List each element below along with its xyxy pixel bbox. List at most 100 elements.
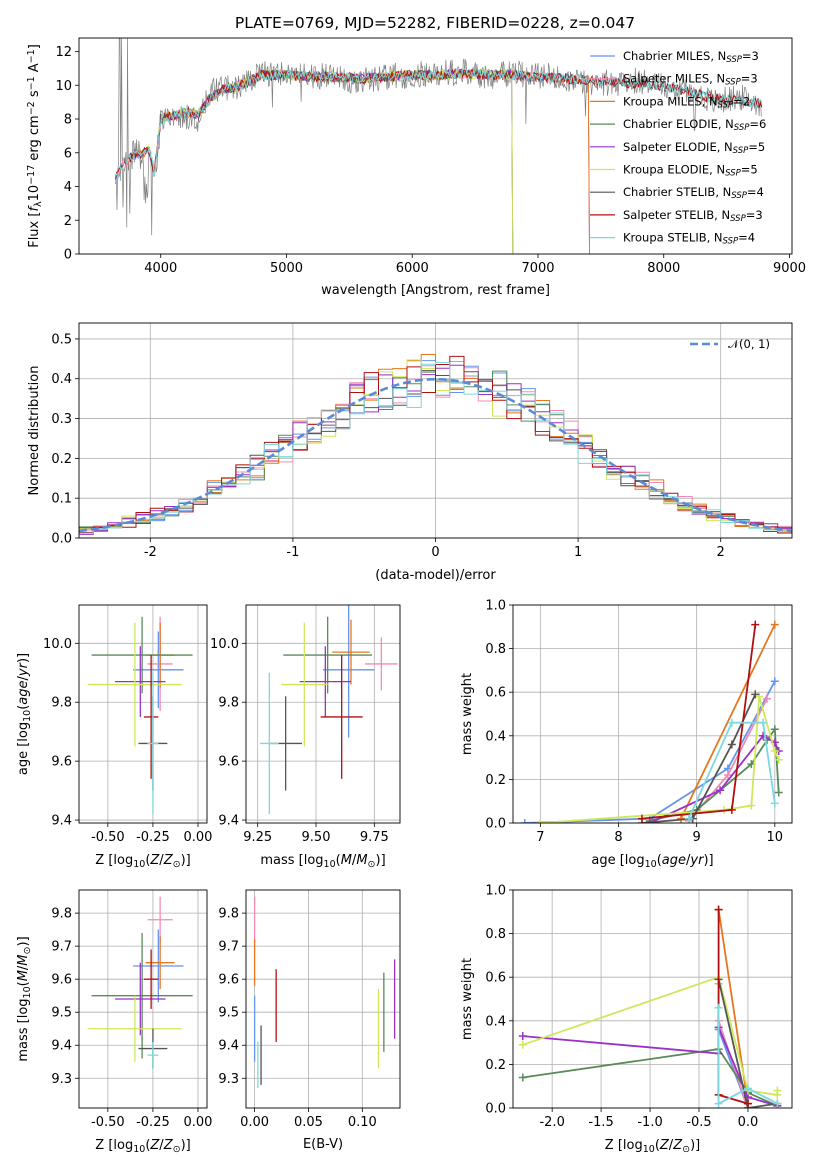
weight-marker <box>518 1073 527 1082</box>
label-part: age [log <box>591 853 644 868</box>
x-tick-label: 8000 <box>647 261 680 276</box>
x-tick-label: 0.05 <box>294 1115 323 1130</box>
legend-subscript: SSP <box>726 55 742 65</box>
legend-entry: Kroupa STELIB, NSSP=4 <box>623 231 755 247</box>
weight-marker <box>684 814 693 823</box>
y-tick-label: 1.0 <box>485 884 506 899</box>
label-part: Z <box>149 1138 160 1153</box>
y-tick-label: 9.5 <box>218 1006 239 1021</box>
y-tick-label: 8 <box>64 113 72 128</box>
y-tick-label: 6 <box>64 146 72 161</box>
panel-mass_vs_ebv: 0.00 0.05 0.10 9.3 9.4 9.5 9.6 9.7 9.8 E(B-V) <box>218 889 401 1152</box>
legend-text: Kroupa STELIB, N <box>623 231 723 245</box>
label-part: f <box>27 205 42 212</box>
label-part: ( <box>336 853 341 868</box>
x-tick-label: 7 <box>536 830 544 845</box>
weight-marker <box>759 718 768 727</box>
label-part: / <box>16 675 31 680</box>
y-tick-label: 4 <box>64 180 72 195</box>
label-part: −1 <box>26 49 37 63</box>
y-tick-label: 0.3 <box>51 412 72 427</box>
y-tick-label: 12 <box>55 45 72 60</box>
label-part: λ <box>33 201 44 207</box>
label-part: M <box>341 853 352 868</box>
label-part: ⊙ <box>173 1144 181 1155</box>
y-tick-label: 9.6 <box>218 755 239 770</box>
plot-area-mass_vs_Z <box>88 896 193 1069</box>
label-part: M <box>356 853 367 868</box>
weight-series <box>637 620 760 823</box>
y-tick-label: 9.6 <box>218 973 239 988</box>
panel-weight_vs_Z: -2.0 -1.5 -1.0 -0.5 0.0 0.0 0.2 0.4 0.6 0.8 1.0 Z [… <box>460 884 793 1155</box>
label-part: ⊙ <box>368 859 376 870</box>
errorbar-point <box>281 622 328 747</box>
y-tick-label: 0.4 <box>485 729 506 744</box>
x-tick-label: -0.25 <box>136 830 170 845</box>
legend-count: =4 <box>747 185 764 199</box>
label-part: age <box>662 853 686 868</box>
label-part: 10 <box>27 185 42 202</box>
y-tick-label: 0.8 <box>485 927 506 942</box>
weight-line <box>717 979 778 1108</box>
panel-spectrum: 4000 5000 6000 7000 8000 9000 0 2 4 6 8 10 12 wavelen… <box>26 37 806 298</box>
label-part: erg cm <box>27 115 42 164</box>
label-part: / <box>159 1138 164 1153</box>
y-tick-label: 0.4 <box>485 1014 506 1029</box>
y-tick-label: 0 <box>64 248 72 263</box>
y-tick-label: 1.0 <box>485 599 506 614</box>
label-part: / <box>669 1138 674 1153</box>
weight-marker <box>714 1099 723 1108</box>
axes-frame <box>78 37 793 255</box>
y-tick-label: 9.3 <box>218 1072 239 1087</box>
axes-frame <box>245 889 401 1109</box>
legend-subscript: SSP <box>725 169 741 179</box>
weight-marker <box>751 620 760 629</box>
y-tick-label: 0.2 <box>485 1058 506 1073</box>
y-tick-label: 0.5 <box>51 332 72 347</box>
plot-area-spectrum <box>115 38 763 254</box>
x-axis-label: E(B-V) <box>303 1137 343 1152</box>
x-tick-label: 1 <box>574 545 582 560</box>
label-part: ( <box>145 1138 150 1153</box>
x-tick-label: 10 <box>767 830 784 845</box>
weight-marker <box>520 819 529 823</box>
legend-count: =5 <box>741 163 758 177</box>
y-tick-label: 9.8 <box>51 907 72 922</box>
legend-count: =6 <box>749 117 766 131</box>
weight-marker <box>774 788 783 797</box>
label-part: A <box>27 63 42 76</box>
label-part: s <box>27 90 42 101</box>
label-part: ( <box>16 981 31 986</box>
weight-marker <box>770 677 779 686</box>
legend-text: Chabrier ELODIE, N <box>623 117 734 131</box>
plot-area-weight_vs_Z <box>518 905 782 1108</box>
label-part: Z <box>163 1138 174 1153</box>
y-axis-label: mass weight <box>460 958 475 1040</box>
x-tick-label: -0.25 <box>136 1115 170 1130</box>
y-tick-label: 9.4 <box>218 814 239 829</box>
weight-marker <box>723 771 732 780</box>
y-axis-label: mass weight <box>460 673 475 755</box>
x-tick-label: -2 <box>144 545 157 560</box>
weight-marker <box>536 819 545 823</box>
weight-marker <box>727 805 736 814</box>
plot-area-weight_vs_age <box>520 620 783 823</box>
y-tick-label: 9.7 <box>51 940 72 955</box>
weight-marker <box>770 620 779 629</box>
plot-area-mass_vs_ebv <box>253 896 396 1089</box>
weight-marker <box>743 1099 752 1108</box>
x-tick-label: -0.50 <box>91 830 125 845</box>
label-part: 10 <box>22 986 33 998</box>
x-tick-label: 9.50 <box>302 830 331 845</box>
errorbar-point <box>299 646 351 717</box>
axes-frame <box>78 889 208 1109</box>
y-tick-label: 9.5 <box>51 1006 72 1021</box>
histogram-line <box>79 359 792 535</box>
label-part: 10 <box>22 710 33 722</box>
label-part: )] <box>181 853 191 868</box>
weight-line <box>641 624 757 820</box>
x-tick-label: -2.0 <box>539 1115 564 1130</box>
